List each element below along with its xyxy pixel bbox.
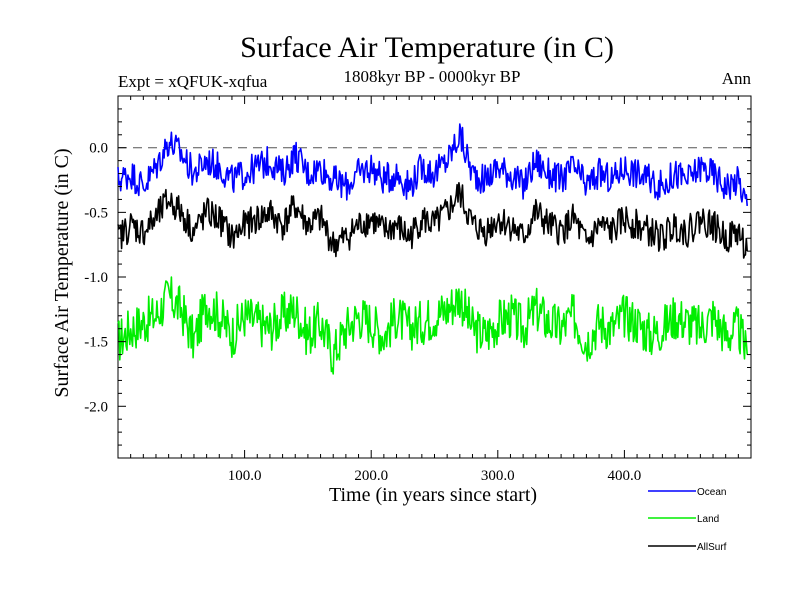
x-tick-label: 300.0: [481, 468, 515, 484]
y-tick-label: -1.0: [84, 270, 108, 286]
series-line-land: [117, 276, 748, 375]
legend-label-land: Land: [697, 514, 719, 525]
y-tick-label: -2.0: [84, 399, 108, 415]
series-line-ocean: [117, 123, 748, 206]
legend-label-allsurf: AllSurf: [697, 542, 727, 553]
legend-label-ocean: Ocean: [697, 487, 726, 498]
y-tick-label: -0.5: [84, 205, 108, 221]
y-tick-label: 0.0: [89, 141, 108, 157]
experiment-label: Expt = xQFUK-xqfua: [118, 72, 268, 91]
x-tick-label: 200.0: [354, 468, 388, 484]
x-tick-label: 100.0: [228, 468, 262, 484]
y-tick-label: -1.5: [84, 335, 108, 351]
chart-title: Surface Air Temperature (in C): [240, 31, 614, 64]
x-axis-label: Time (in years since start): [329, 484, 537, 506]
series-line-allsurf: [117, 182, 748, 259]
chart-subtitle: 1808kyr BP - 0000kyr BP: [344, 67, 521, 86]
season-label: Ann: [722, 69, 752, 88]
y-axis-label: Surface Air Temperature (in C): [51, 148, 73, 397]
legend: Ocean Land AllSurf: [648, 487, 727, 553]
x-tick-label: 400.0: [608, 468, 642, 484]
